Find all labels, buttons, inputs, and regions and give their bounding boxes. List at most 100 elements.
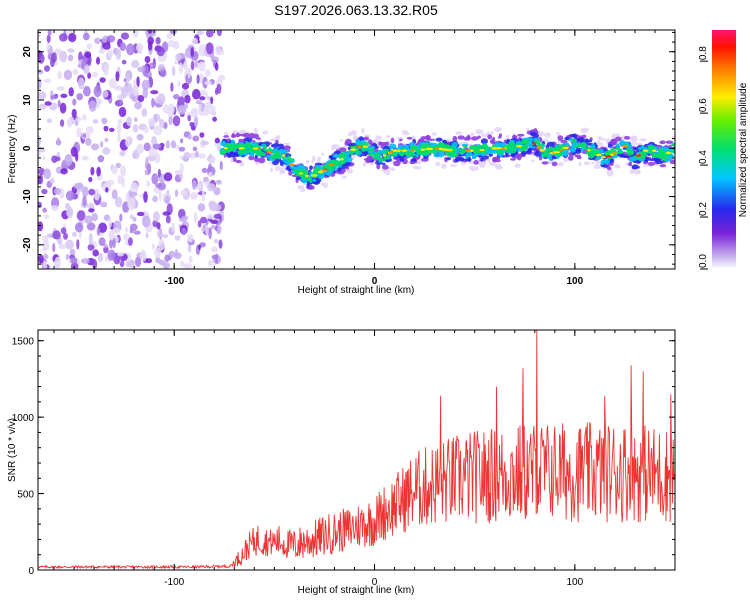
noise-blob [56,137,61,146]
noise-blob [158,238,165,251]
xtick-label: -100 [164,276,184,287]
noise-blob [46,118,53,124]
noise-blob [54,256,61,269]
noise-blob [123,233,130,241]
trace-blob [400,152,404,157]
noise-blob [92,249,99,257]
noise-blob [86,43,93,50]
trace-blob [311,158,315,164]
noise-blob [136,211,145,217]
trace-blob [475,166,479,170]
noise-blob [77,77,85,90]
noise-blob [65,239,74,250]
trace-blob [543,132,551,138]
trace-blob [480,138,488,145]
trace-blob [446,157,452,161]
trace-blob [516,155,522,161]
noise-blob [153,211,160,223]
trace-blob [580,127,587,134]
trace-blob [526,127,530,132]
trace-blob [406,136,413,140]
noise-blob [38,103,47,110]
noise-blob [42,155,46,161]
trace-blob [535,150,539,155]
spectrogram-frame [37,29,676,270]
trace-blob [463,145,468,149]
xtick-label: 0 [372,276,378,287]
trace-blob [402,132,410,136]
trace-blob [473,160,480,165]
colorbar-tick-label: 0.0 [698,254,709,268]
noise-blob [200,140,209,146]
noise-blob [38,30,42,38]
trace-blob [224,131,229,137]
trace-peak [516,145,522,148]
noise-blob [213,239,219,244]
trace-blob [444,152,450,155]
noise-blob [38,254,44,264]
trace-blob [628,161,633,167]
trace-peak [553,151,561,154]
noise-blob [98,222,108,233]
spectrogram-ylabel: Frequency (Hz) [7,115,18,184]
trace-peak [479,148,485,152]
trace-blob [581,134,587,138]
noise-blob [106,35,116,43]
trace-peak [465,149,471,152]
noise-blob [44,101,52,106]
trace-blob [414,148,420,153]
trace-blob [638,146,642,151]
noise-blob [42,235,49,243]
trace-blob [609,139,618,145]
noise-blob [168,250,176,258]
trace-blob [232,157,237,163]
noise-blob [38,174,44,185]
trace-peak [238,147,245,150]
noise-blob [107,249,116,261]
trace-blob [414,153,419,158]
trace-blob [235,159,242,164]
trace-peak [305,174,309,177]
noise-blob [50,95,58,100]
noise-blob [204,69,211,77]
trace-peak [536,146,542,149]
trace-blob [598,138,607,141]
noise-blob [107,49,113,58]
noise-blob [81,114,87,121]
snr-xlabel: Height of straight line (km) [298,585,415,596]
trace-blob [510,153,516,158]
trace-blob [382,164,389,170]
noise-blob [43,168,52,180]
trace-blob [316,157,321,164]
noise-blob [132,124,139,133]
trace-peak [446,148,453,152]
trace-blob [651,152,660,158]
trace-blob [481,133,488,137]
noise-blob [71,108,77,119]
noise-blob [106,179,115,186]
noise-blob [132,152,137,159]
noise-blob [207,96,211,101]
noise-blob [133,217,137,222]
trace-blob [399,138,403,142]
noise-blob [63,232,68,240]
noise-blob [214,137,220,144]
noise-blob [103,63,109,76]
trace-blob [341,175,348,179]
trace-blob [464,136,471,140]
noise-blob [38,77,42,90]
noise-blob [124,226,129,233]
trace-peak [397,149,401,152]
snr-line [38,330,675,570]
noise-blob [72,231,77,237]
trace-blob [413,166,422,170]
noise-blob [120,165,126,177]
trace-blob [584,139,593,143]
trace-peak [321,169,327,172]
noise-blob [59,33,68,42]
trace-peak [349,148,357,151]
trace-blob [580,141,587,148]
noise-blob [60,119,65,127]
trace-blob [629,169,635,175]
trace-blob [639,151,645,155]
